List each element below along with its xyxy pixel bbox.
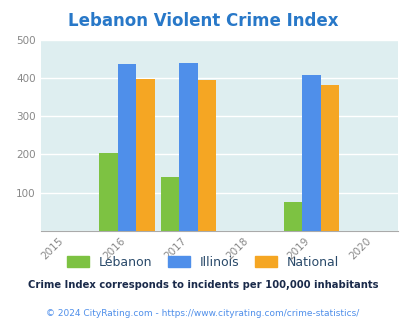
Bar xyxy=(302,75,320,231)
Bar xyxy=(160,178,179,231)
Bar xyxy=(136,79,154,231)
Bar xyxy=(99,152,117,231)
Text: © 2024 CityRating.com - https://www.cityrating.com/crime-statistics/: © 2024 CityRating.com - https://www.city… xyxy=(46,309,359,318)
Bar xyxy=(117,64,136,231)
Bar xyxy=(320,85,339,231)
Bar xyxy=(283,202,302,231)
Text: Lebanon Violent Crime Index: Lebanon Violent Crime Index xyxy=(68,13,337,30)
Bar xyxy=(197,80,215,231)
Text: Crime Index corresponds to incidents per 100,000 inhabitants: Crime Index corresponds to incidents per… xyxy=(28,280,377,290)
Bar xyxy=(179,63,197,231)
Legend: Lebanon, Illinois, National: Lebanon, Illinois, National xyxy=(63,252,342,273)
